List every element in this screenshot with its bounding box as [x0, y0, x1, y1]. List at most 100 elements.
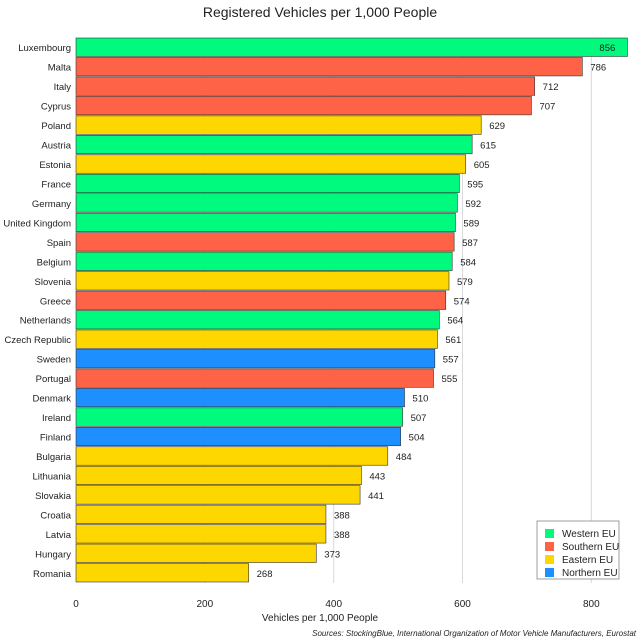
value-label: 786 — [590, 63, 606, 74]
bar-spain — [75, 232, 455, 252]
bar-denmark — [75, 388, 405, 408]
category-label: Bulgaria — [36, 452, 72, 463]
bar-czech-republic — [75, 329, 438, 349]
legend: Western EU Southern EU Eastern EU Northern … — [536, 520, 620, 580]
value-label: 373 — [324, 549, 340, 560]
category-label: Luxembourg — [18, 43, 71, 54]
category-label: Sweden — [37, 355, 71, 366]
category-label: Italy — [54, 82, 72, 93]
value-label: 629 — [489, 121, 505, 132]
bar-france — [75, 173, 460, 194]
x-tick-label: 400 — [325, 599, 342, 610]
value-label: 555 — [442, 374, 458, 385]
value-label: 564 — [447, 316, 463, 327]
x-tick-label: 600 — [454, 599, 471, 610]
legend-swatch — [545, 568, 554, 577]
legend-label: Southern EU — [562, 542, 619, 553]
value-label: 589 — [463, 218, 479, 229]
value-labels: 856 786 712 707 629 615 605 595 592 589 587 584 579 5… — [257, 43, 616, 580]
category-label: Estonia — [39, 160, 71, 171]
value-label: 388 — [334, 510, 350, 521]
legend-label: Northern EU — [562, 568, 618, 579]
category-label: Croatia — [40, 510, 71, 521]
value-label: 574 — [454, 296, 470, 307]
bar-finland — [75, 426, 401, 447]
value-label: 615 — [480, 141, 496, 152]
value-label: 587 — [462, 238, 478, 249]
value-label: 443 — [369, 471, 385, 482]
category-label: France — [41, 179, 71, 190]
bar-cyprus — [75, 96, 532, 116]
category-label: Denmark — [32, 394, 71, 405]
value-label: 388 — [334, 530, 350, 541]
x-axis-title: Vehicles per 1,000 People — [262, 613, 379, 624]
value-label: 561 — [445, 335, 461, 346]
bar-slovakia — [75, 485, 361, 505]
value-label: 268 — [257, 569, 273, 580]
bar-belgium — [75, 251, 453, 271]
legend-label: Western EU — [562, 529, 616, 540]
bar-germany — [75, 193, 458, 213]
bar-italy — [75, 76, 535, 96]
value-label: 712 — [543, 82, 559, 93]
legend-label: Eastern EU — [562, 555, 613, 566]
category-label: Slovenia — [35, 277, 72, 288]
value-label: 584 — [460, 257, 476, 268]
bar-austria — [75, 135, 473, 155]
category-label: Slovakia — [35, 491, 72, 502]
bar-luxembourg — [75, 37, 628, 57]
source-note: Sources: StockingBlue, International Org… — [312, 629, 637, 638]
category-label: Cyprus — [41, 102, 71, 113]
value-label: 595 — [467, 179, 483, 190]
value-label: 707 — [539, 102, 555, 113]
bar-netherlands — [75, 310, 440, 330]
legend-swatch — [545, 542, 554, 551]
category-label: Portugal — [36, 374, 71, 385]
category-label: Finland — [40, 433, 71, 444]
legend-swatch — [545, 555, 554, 564]
bar-slovenia — [75, 271, 450, 291]
bar-malta — [75, 57, 583, 77]
bar-hungary — [75, 543, 317, 563]
category-label: Czech Republic — [4, 335, 71, 346]
value-label: 557 — [443, 355, 459, 366]
value-label: 510 — [413, 394, 429, 405]
bars — [75, 37, 628, 583]
x-tick-label: 0 — [73, 599, 79, 610]
category-label: Ireland — [42, 413, 71, 424]
bar-ireland — [75, 407, 403, 427]
bar-poland — [75, 115, 482, 135]
value-label: 605 — [474, 160, 490, 171]
category-label: Malta — [48, 63, 72, 74]
category-label: Romania — [33, 569, 72, 580]
x-axis-ticks: 0 200 400 600 800 — [73, 599, 600, 610]
category-label: Belgium — [37, 257, 71, 268]
x-tick-label: 800 — [583, 599, 600, 610]
bar-romania — [75, 563, 249, 583]
chart-title: Registered Vehicles per 1,000 People — [203, 4, 437, 20]
bar-croatia — [75, 504, 327, 524]
category-label: Hungary — [35, 549, 71, 560]
bar-lithuania — [75, 465, 362, 485]
bar-estonia — [75, 154, 467, 174]
category-label: Latvia — [46, 530, 72, 541]
bar-greece — [75, 290, 447, 310]
bar-bulgaria — [75, 446, 389, 466]
category-label: Austria — [41, 141, 71, 152]
value-label: 579 — [457, 277, 473, 288]
bar-sweden — [75, 349, 436, 369]
bar-portugal — [75, 368, 434, 388]
legend-swatch — [545, 529, 554, 538]
category-label: Poland — [41, 121, 71, 132]
category-label: Germany — [32, 199, 71, 210]
bar-united-kingdom — [75, 212, 456, 232]
category-labels: Luxembourg Malta Italy Cyprus Poland Austria E… — [3, 43, 71, 580]
bar-latvia — [75, 524, 327, 544]
value-label: 592 — [465, 199, 481, 210]
category-label: Spain — [47, 238, 71, 249]
category-label: Lithuania — [32, 471, 71, 482]
value-label: 856 — [599, 43, 615, 54]
value-label: 504 — [409, 433, 425, 444]
